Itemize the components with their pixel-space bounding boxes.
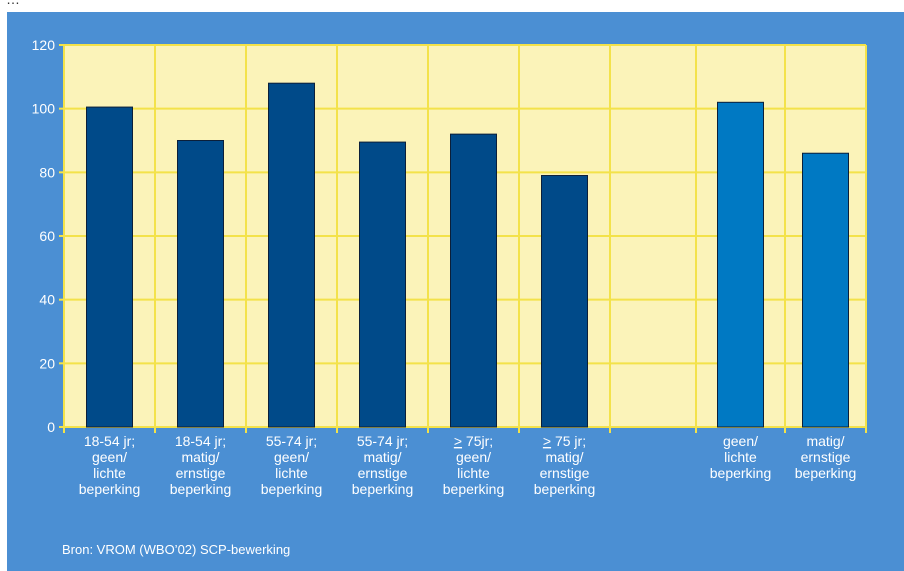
x-category-label: 18-54 jr; geen/lichte beperking [79,433,141,497]
x-category-label: 55-74 jr; matig/ernstige beperking [352,433,414,497]
y-tick-label: 80 [39,164,55,180]
x-category-label: matig/ernstige beperking [795,433,857,481]
y-tick-label: 60 [39,228,55,244]
bar [541,175,588,428]
y-tick-label: 120 [32,37,56,53]
bar [717,101,764,428]
y-tick-label: 40 [39,292,55,308]
bar [802,152,849,428]
y-tick-label: 20 [39,355,55,371]
x-category-label: > 75 jr; matig/ernstige beperking [534,433,596,497]
x-category-label: geen/lichte beperking [710,433,772,481]
bar [177,140,224,428]
bar [86,106,133,428]
x-category-label: 18-54 jr; matig/ernstige beperking [170,433,232,497]
y-tick-label: 100 [32,101,56,117]
bar [359,141,406,428]
bar [268,82,315,428]
x-category-label: 55-74 jr; geen/lichte beperking [261,433,323,497]
source-note: Bron: VROM (WBO’02) SCP-bewerking [62,542,291,557]
top-caption: … [6,0,20,7]
x-category-label: > 75jr; geen/lichte beperking [443,433,505,497]
bar [450,133,497,428]
y-tick-label: 0 [47,419,55,435]
